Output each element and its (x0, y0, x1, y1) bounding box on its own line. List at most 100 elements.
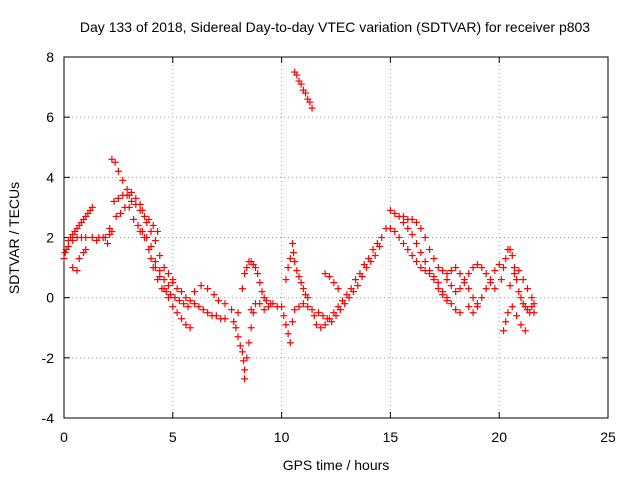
data-point (352, 276, 360, 284)
data-point (182, 294, 190, 302)
y-tick-label: 6 (46, 109, 54, 125)
data-point (75, 255, 83, 263)
data-point (210, 291, 218, 299)
data-point (282, 276, 290, 284)
data-point (508, 252, 516, 260)
data-point (452, 264, 460, 272)
data-point (127, 188, 135, 196)
data-point (295, 303, 303, 311)
data-point (232, 324, 240, 332)
data-point (241, 270, 249, 278)
data-point (234, 309, 242, 317)
data-point (191, 288, 199, 296)
data-point (191, 300, 199, 308)
data-point (452, 288, 460, 296)
y-axis-label: SDTVAR / TECUs (6, 182, 22, 294)
data-point (434, 285, 442, 293)
data-point (408, 230, 416, 238)
data-point (214, 297, 222, 305)
data-point (330, 279, 338, 287)
data-point (282, 321, 290, 329)
grid-lines (64, 57, 608, 418)
data-point (386, 224, 394, 232)
data-point (82, 234, 90, 241)
data-point (447, 282, 455, 290)
data-point (306, 98, 314, 106)
data-point (234, 333, 242, 341)
data-point (430, 255, 438, 263)
x-tick-label: 15 (383, 429, 399, 445)
data-point (478, 294, 486, 302)
data-point (447, 300, 455, 308)
data-point (510, 264, 518, 272)
data-point (238, 285, 246, 293)
data-point (473, 261, 481, 269)
data-point (426, 246, 434, 254)
data-point (154, 227, 162, 235)
data-point (69, 264, 77, 272)
data-point (141, 212, 149, 220)
data-point (156, 267, 164, 275)
data-point (408, 215, 416, 223)
data-point (64, 243, 72, 251)
data-point (434, 279, 442, 287)
data-point (169, 303, 177, 311)
data-point (413, 218, 421, 226)
data-point (293, 71, 301, 79)
y-tick-label: 0 (46, 290, 54, 306)
y-tick-label: 4 (46, 169, 54, 185)
data-point (399, 212, 407, 220)
data-point (469, 294, 477, 302)
data-point (486, 276, 494, 284)
data-point (108, 155, 116, 163)
data-point (93, 237, 101, 245)
data-point (421, 234, 429, 241)
data-point (143, 218, 151, 226)
data-point (256, 300, 264, 308)
data-point (308, 306, 316, 314)
data-point (212, 312, 220, 320)
data-point (136, 200, 144, 208)
data-point (60, 255, 68, 263)
data-point (240, 357, 248, 365)
data-point (265, 303, 273, 311)
data-point (430, 276, 438, 284)
data-point (127, 197, 135, 205)
data-point (106, 224, 114, 232)
data-point (334, 303, 342, 311)
data-point (325, 315, 333, 323)
data-point (312, 321, 320, 329)
data-point (343, 291, 351, 299)
data-point (334, 285, 342, 293)
data-point (104, 240, 112, 248)
data-point (182, 321, 190, 329)
data-point (204, 309, 212, 317)
data-point (426, 270, 434, 278)
data-point (147, 255, 155, 263)
data-point (506, 246, 514, 254)
data-point (164, 270, 172, 278)
data-point (317, 324, 325, 332)
data-point (204, 285, 212, 293)
data-point (354, 282, 362, 290)
data-point (284, 264, 292, 272)
x-tick-label: 5 (169, 429, 177, 445)
data-point (408, 252, 416, 260)
data-point (478, 264, 486, 272)
data-point (413, 258, 421, 266)
data-point (186, 297, 194, 305)
data-point (500, 264, 508, 272)
data-point (288, 318, 296, 326)
data-point (495, 261, 503, 269)
data-point (421, 258, 429, 266)
data-point (269, 300, 277, 308)
data-point (304, 303, 312, 311)
data-point (502, 318, 510, 326)
data-point (247, 324, 255, 332)
data-point (88, 234, 96, 241)
data-point (160, 285, 168, 293)
data-point (99, 234, 107, 241)
data-point (254, 270, 262, 278)
data-point (399, 218, 407, 226)
data-point (391, 209, 399, 217)
